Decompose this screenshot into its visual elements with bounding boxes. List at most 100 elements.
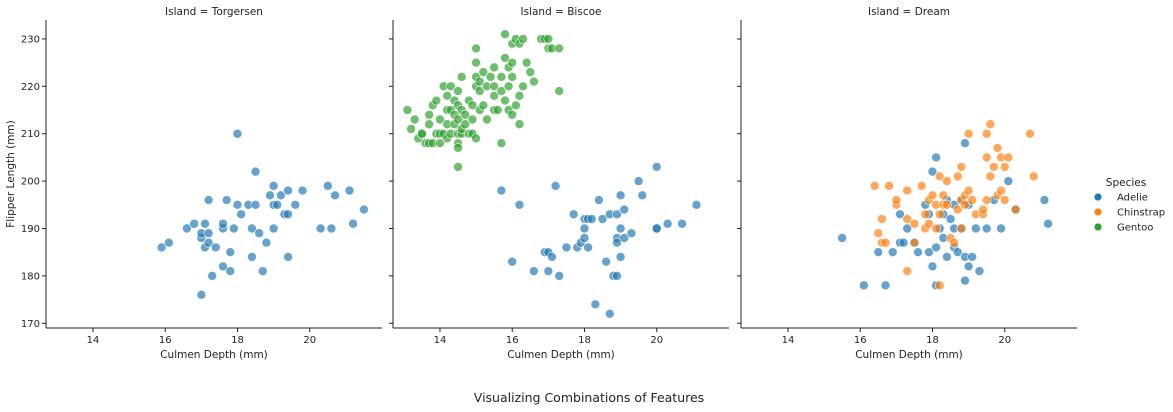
chart-title: Visualizing Combinations of Features [474, 390, 704, 405]
data-point [869, 180, 880, 191]
x-tick-label: 16 [159, 335, 172, 346]
data-point [471, 57, 482, 68]
data-point [496, 138, 507, 149]
data-point [199, 218, 210, 229]
data-point [884, 180, 895, 191]
data-point [996, 223, 1007, 234]
data-point [967, 251, 978, 262]
data-point [963, 128, 974, 139]
data-point [275, 190, 286, 201]
data-point [590, 299, 601, 310]
data-point [528, 76, 539, 87]
data-point [941, 251, 952, 262]
panel-title: Island = Torgersen [165, 6, 263, 18]
data-point [927, 190, 938, 201]
data-point [453, 114, 464, 125]
data-point [546, 251, 557, 262]
data-point [485, 71, 496, 82]
data-point [1025, 128, 1036, 139]
data-point [913, 247, 924, 258]
data-point [246, 251, 257, 262]
data-point [633, 176, 644, 187]
panel-title: Island = Dream [868, 6, 950, 18]
data-point [272, 199, 283, 210]
data-point [887, 247, 898, 258]
data-point [1039, 195, 1050, 206]
data-point [514, 119, 525, 130]
data-point [880, 280, 891, 291]
data-point [478, 67, 489, 78]
data-point [960, 138, 971, 149]
data-point [615, 223, 626, 234]
data-point [967, 195, 978, 206]
data-point [891, 195, 902, 206]
panel-title: Island = Biscoe [521, 6, 602, 18]
data-point [996, 185, 1007, 196]
data-point [442, 90, 453, 101]
data-point [471, 43, 482, 54]
data-point [481, 114, 492, 125]
data-point [326, 223, 337, 234]
data-point [619, 204, 630, 215]
data-point [981, 128, 992, 139]
data-point [956, 161, 967, 172]
data-point [207, 270, 218, 281]
data-point [250, 199, 261, 210]
data-point [246, 223, 257, 234]
y-tick-label: 210 [21, 129, 40, 140]
data-point [604, 308, 615, 319]
data-point [894, 209, 905, 220]
data-point [952, 204, 963, 215]
data-point [970, 223, 981, 234]
data-point [677, 218, 688, 229]
data-point [920, 209, 931, 220]
data-point [416, 128, 427, 139]
data-point [330, 190, 341, 201]
data-point [615, 251, 626, 262]
data-point [489, 62, 500, 73]
data-point [909, 218, 920, 229]
data-point [290, 199, 301, 210]
data-point [927, 261, 938, 272]
data-point [189, 218, 200, 229]
data-point [507, 57, 518, 68]
data-point [225, 266, 236, 277]
data-point [938, 190, 949, 201]
data-point [615, 190, 626, 201]
data-point [941, 176, 952, 187]
data-point [507, 256, 518, 267]
data-point [348, 218, 359, 229]
data-point [203, 195, 214, 206]
legend-label-gentoo: Gentoo [1117, 223, 1153, 234]
data-point [344, 185, 355, 196]
data-point [858, 280, 869, 291]
series-adelie [156, 128, 369, 300]
data-point [837, 232, 848, 243]
data-point [453, 161, 464, 172]
data-point [963, 261, 974, 272]
data-point [409, 114, 420, 125]
data-point [880, 237, 891, 248]
data-point [941, 199, 952, 210]
data-point [1010, 204, 1021, 215]
data-point [510, 100, 521, 111]
data-point [619, 232, 630, 243]
data-point [543, 266, 554, 277]
data-point [514, 90, 525, 101]
data-point [601, 256, 612, 267]
data-point [1043, 218, 1054, 229]
legend: Species Adelie Chinstrap Gentoo [1094, 177, 1165, 234]
y-tick-label: 190 [21, 224, 40, 235]
data-point [518, 81, 529, 92]
data-point [999, 161, 1010, 172]
legend-title: Species [1106, 177, 1146, 189]
x-tick-label: 20 [998, 335, 1011, 346]
data-point [434, 114, 445, 125]
data-point [902, 266, 913, 277]
data-point [218, 261, 229, 272]
series-adelie [837, 138, 1054, 291]
data-point [232, 199, 243, 210]
data-point [406, 123, 417, 134]
data-point [431, 95, 442, 106]
